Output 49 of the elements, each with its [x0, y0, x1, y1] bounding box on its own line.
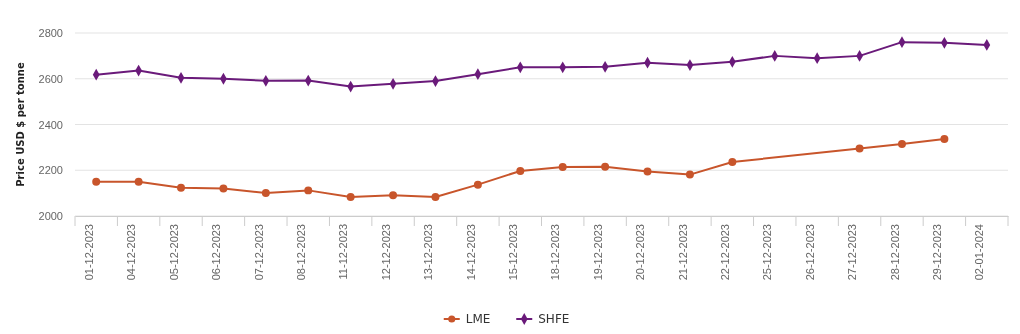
point [516, 166, 525, 175]
x-tick-label: 07-12-2023 [252, 224, 265, 281]
x-tick-label: 14-12-2023 [464, 224, 477, 281]
point [92, 177, 101, 186]
y-tick-label: 2600 [38, 72, 63, 85]
x-tick-label: 05-12-2023 [167, 224, 180, 281]
point [601, 162, 610, 171]
legend-label: SHFE [538, 312, 570, 327]
x-tick-label: 20-12-2023 [634, 224, 647, 281]
point [134, 177, 143, 186]
point [177, 183, 186, 192]
x-tick-label: 01-12-2023 [82, 224, 95, 281]
point [261, 188, 270, 197]
point [473, 180, 482, 189]
point [897, 139, 906, 148]
y-tick-label: 2800 [38, 27, 63, 40]
x-tick-label: 29-12-2023 [931, 224, 944, 281]
x-tick-label: 19-12-2023 [591, 224, 604, 281]
x-tick-label: 13-12-2023 [422, 224, 435, 281]
x-tick-label: 08-12-2023 [294, 224, 307, 281]
point [389, 191, 398, 200]
x-tick-label: 02-01-2024 [973, 224, 986, 281]
x-tick-label: 26-12-2023 [803, 224, 816, 281]
x-tick-label: 11-12-2023 [337, 224, 350, 280]
point [940, 134, 949, 143]
x-tick-label: 28-12-2023 [888, 224, 901, 281]
x-tick-label: 06-12-2023 [210, 224, 223, 281]
x-tick-label: 18-12-2023 [549, 224, 562, 281]
x-tick-label: 12-12-2023 [379, 224, 392, 281]
x-tick-label: 27-12-2023 [846, 224, 859, 281]
point [304, 186, 313, 195]
x-tick-label: 15-12-2023 [507, 224, 519, 281]
point [728, 158, 737, 166]
legend-label: LME [465, 312, 491, 327]
point [431, 193, 440, 201]
point [219, 184, 228, 193]
point [643, 167, 652, 176]
x-tick-label: 21-12-2023 [676, 224, 689, 281]
point [685, 170, 694, 179]
y-tick-label: 2000 [38, 210, 63, 223]
y-tick-label: 2400 [38, 118, 63, 131]
x-tick-label: 25-12-2023 [761, 224, 774, 281]
point [558, 163, 567, 172]
point [346, 193, 355, 201]
y-tick-label: 2200 [38, 164, 63, 177]
point [855, 144, 864, 153]
x-tick-label: 22-12-2023 [719, 224, 732, 281]
y-axis-title: Price USD $ per tonne [15, 62, 26, 187]
x-tick-label: 04-12-2023 [125, 224, 138, 281]
